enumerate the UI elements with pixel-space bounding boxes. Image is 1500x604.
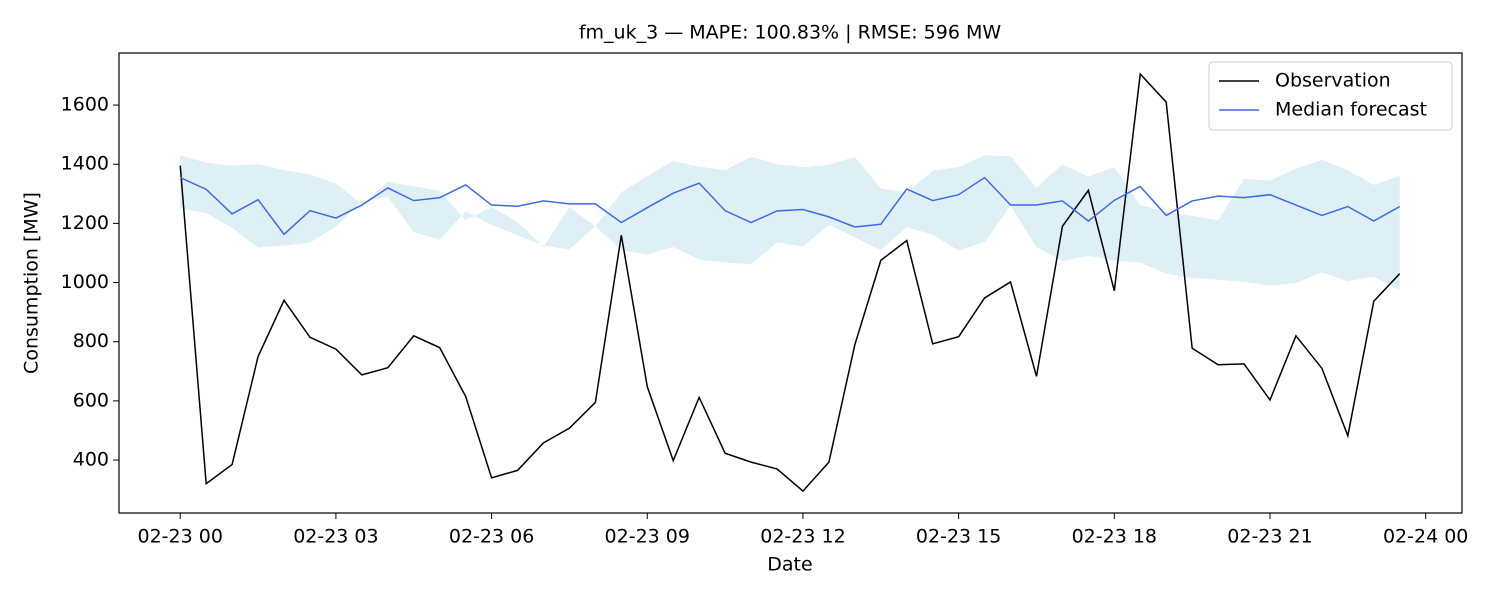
legend-label: Observation [1275, 70, 1391, 92]
y-axis-label: Consumption [MW] [21, 192, 43, 374]
y-tick-label: 800 [73, 330, 109, 352]
y-tick-label: 1400 [61, 153, 109, 175]
x-tick-label: 02-23 06 [449, 526, 534, 548]
x-tick-label: 02-23 18 [1072, 526, 1157, 548]
x-tick-label: 02-23 03 [293, 526, 378, 548]
y-tick-label: 1000 [61, 271, 109, 293]
y-tick-label: 1600 [61, 94, 109, 116]
x-tick-label: 02-23 15 [916, 526, 1001, 548]
x-tick-label: 02-23 12 [760, 526, 845, 548]
legend-label: Median forecast [1275, 99, 1427, 121]
x-tick-label: 02-24 00 [1383, 526, 1468, 548]
y-tick-label: 1200 [61, 212, 109, 234]
forecast-band [180, 155, 1400, 290]
y-tick-label: 600 [73, 389, 109, 411]
series-line [179, 72, 1401, 493]
x-tick-label: 02-23 21 [1227, 526, 1312, 548]
x-tick-label: 02-23 00 [138, 526, 223, 548]
x-tick-label: 02-23 09 [605, 526, 690, 548]
legend-box [1208, 61, 1453, 131]
x-axis-label: Date [767, 554, 812, 576]
series-line [179, 176, 1401, 236]
y-tick-label: 400 [73, 449, 109, 471]
chart-title: fm_uk_3 — MAPE: 100.83% | RMSE: 596 MW [579, 22, 1002, 44]
